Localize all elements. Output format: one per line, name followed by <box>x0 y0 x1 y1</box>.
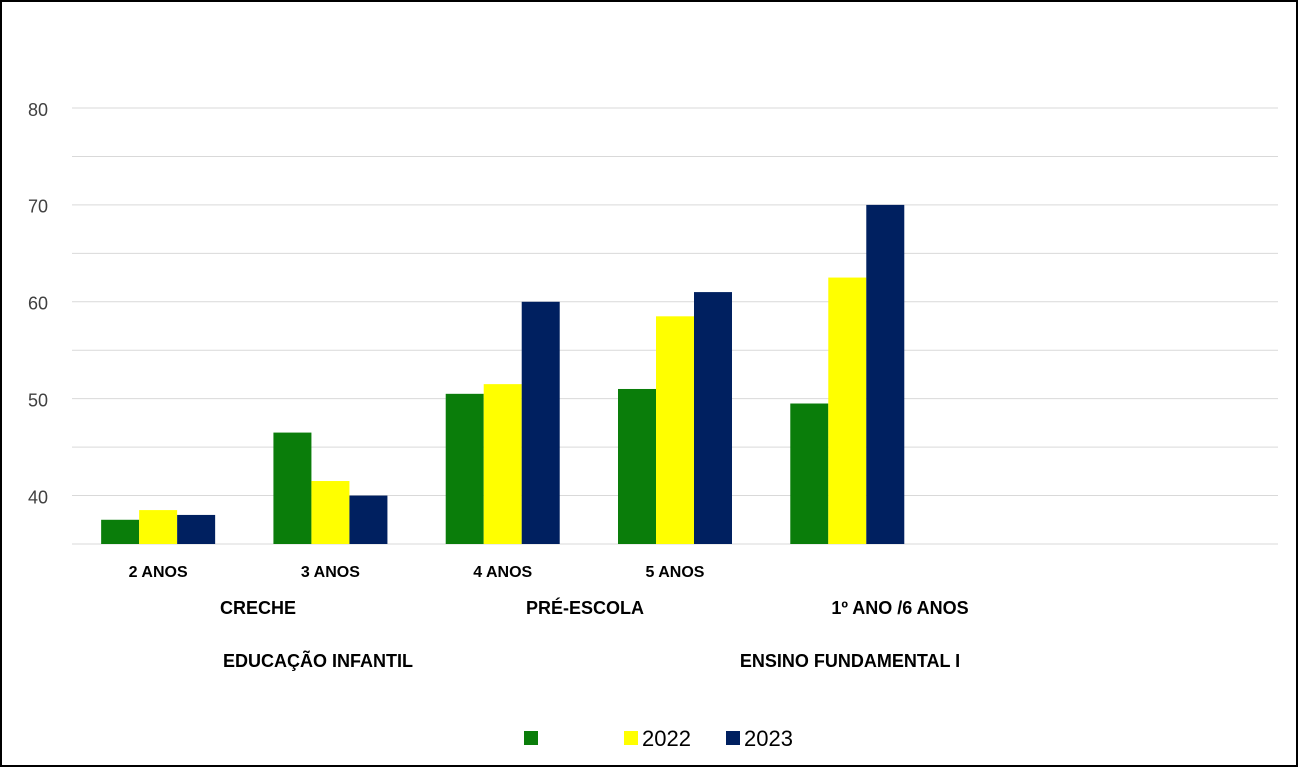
supergroup-label: EDUCAÇÃO INFANTIL <box>223 650 413 671</box>
y-tick-label: 70 <box>28 197 48 217</box>
group-label: 1º ANO /6 ANOS <box>831 598 968 618</box>
chart: 40 50 60 70 80 2 ANOS 3 ANOS 4 ANOS 5 ANOS CRECHE… <box>0 0 1298 767</box>
bar <box>177 515 215 544</box>
page: 40 50 60 70 80 2 ANOS 3 ANOS 4 ANOS 5 ANOS CRECHE… <box>0 0 1298 767</box>
frame <box>1 1 1297 766</box>
legend-label: 2022 <box>642 726 691 751</box>
supergroup-label: ENSINO FUNDAMENTAL I <box>740 651 960 671</box>
bar <box>349 496 387 544</box>
bar <box>311 481 349 544</box>
bar <box>828 278 866 544</box>
bar <box>790 404 828 544</box>
bar <box>446 394 484 544</box>
x-tick-label: 3 ANOS <box>301 564 360 581</box>
y-tick-label: 80 <box>28 100 48 120</box>
bar <box>139 510 177 544</box>
legend-swatch <box>524 731 538 745</box>
x-tick-label: 2 ANOS <box>129 564 188 581</box>
bar <box>866 205 904 544</box>
bar <box>484 384 522 544</box>
bar <box>694 292 732 544</box>
bar <box>522 302 560 544</box>
bar <box>273 433 311 544</box>
y-tick-label: 50 <box>28 390 48 410</box>
group-label: CRECHE <box>220 598 296 618</box>
group-label: PRÉ-ESCOLA <box>526 597 644 618</box>
legend-swatch <box>726 731 740 745</box>
legend-label: 2023 <box>744 726 793 751</box>
bar <box>618 389 656 544</box>
legend-swatch <box>624 731 638 745</box>
y-tick-label: 60 <box>28 294 48 314</box>
x-tick-label: 4 ANOS <box>473 564 532 581</box>
y-tick-label: 40 <box>28 487 48 507</box>
bar <box>656 316 694 544</box>
x-tick-label: 5 ANOS <box>646 564 705 581</box>
bar <box>101 520 139 544</box>
